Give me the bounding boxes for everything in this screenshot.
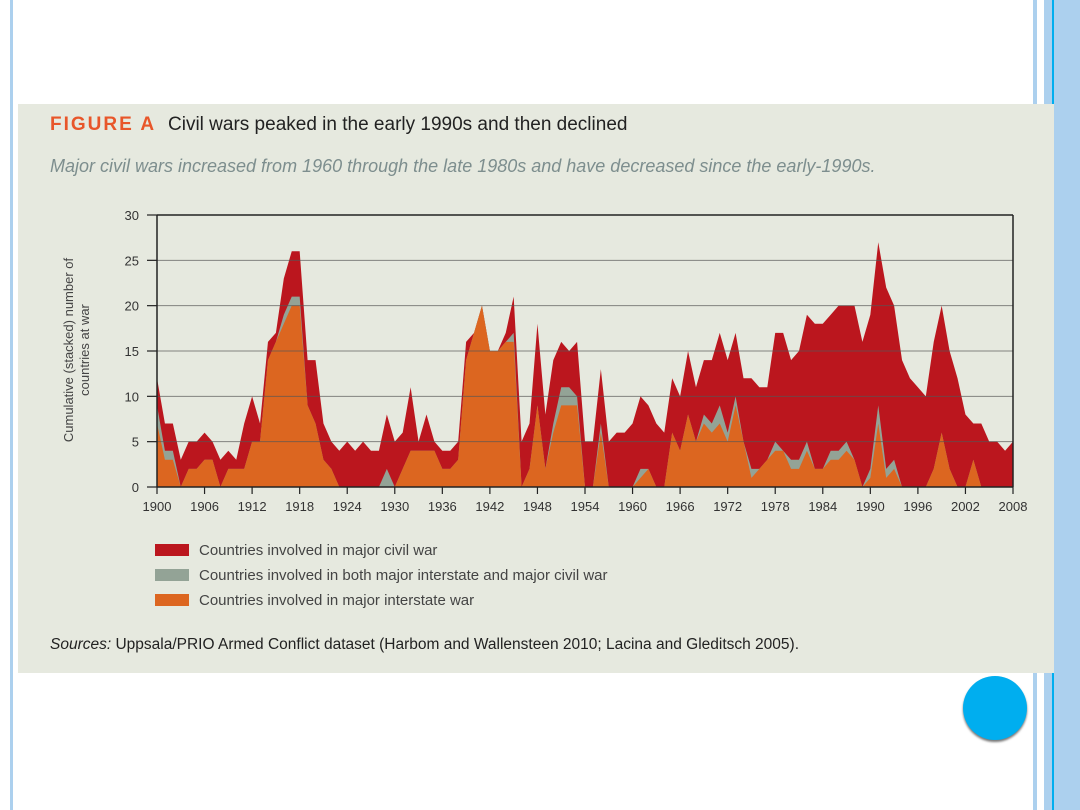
- x-tick-label-1924: 1924: [333, 499, 362, 514]
- legend-swatch-civil: [155, 544, 189, 556]
- x-tick-label-1912: 1912: [238, 499, 267, 514]
- area-series-2: [157, 242, 1013, 487]
- x-tick-label-1936: 1936: [428, 499, 457, 514]
- x-tick-label-1942: 1942: [475, 499, 504, 514]
- x-tick-label-1930: 1930: [380, 499, 409, 514]
- sources-note: Sources: Uppsala/PRIO Armed Conflict dat…: [50, 636, 799, 654]
- x-tick-label-1900: 1900: [143, 499, 172, 514]
- x-tick-label-1996: 1996: [903, 499, 932, 514]
- x-tick-label-1972: 1972: [713, 499, 742, 514]
- figure-subtitle: Major civil wars increased from 1960 thr…: [50, 156, 876, 176]
- y-tick-label-5: 5: [132, 435, 139, 450]
- y-tick-label-15: 15: [125, 344, 139, 359]
- x-tick-label-1948: 1948: [523, 499, 552, 514]
- legend-swatch-interstate: [155, 594, 189, 606]
- legend-item-interstate: Countries involved in major interstate w…: [155, 591, 474, 609]
- x-tick-label-1990: 1990: [856, 499, 885, 514]
- stacked-area-chart: 0 5 10 15 20 25 30 1900 1906 1912 1918 1924 1930 1936…: [61, 208, 1028, 514]
- legend-label-both: Countries involved in both major interst…: [199, 566, 608, 584]
- x-tick-label-2008: 2008: [999, 499, 1028, 514]
- y-tick-label-25: 25: [125, 253, 139, 268]
- sources-label: Sources:: [50, 636, 112, 653]
- legend-swatch-both: [155, 569, 189, 581]
- x-tick-label-1954: 1954: [571, 499, 600, 514]
- left-accent-line: [10, 0, 13, 810]
- legend-item-both: Countries involved in both major interst…: [155, 566, 608, 584]
- x-tick-label-1918: 1918: [285, 499, 314, 514]
- right-accent-panel: [1054, 0, 1080, 810]
- legend-item-civil: Countries involved in major civil war: [155, 541, 437, 559]
- y-tick-label-0: 0: [132, 480, 139, 495]
- y-axis-label: Cumulative (stacked) number ofcountries …: [61, 257, 92, 442]
- legend-label-civil: Countries involved in major civil war: [199, 541, 438, 559]
- x-tick-label-1906: 1906: [190, 499, 219, 514]
- slide-circle-button[interactable]: [963, 676, 1027, 740]
- x-tick-label-1984: 1984: [808, 499, 837, 514]
- y-tick-label-20: 20: [125, 299, 139, 314]
- y-tick-label-10: 10: [125, 389, 139, 404]
- x-tick-label-1966: 1966: [666, 499, 695, 514]
- figure-title: Civil wars peaked in the early 1990s and…: [168, 114, 628, 135]
- figure-label: FIGURE A: [50, 114, 157, 135]
- x-tick-label-1978: 1978: [761, 499, 790, 514]
- area-series-0: [157, 305, 1013, 487]
- legend-label-interstate: Countries involved in major interstate w…: [199, 591, 475, 609]
- x-tick-label-1960: 1960: [618, 499, 647, 514]
- y-tick-label-30: 30: [125, 208, 139, 223]
- sources-text: Uppsala/PRIO Armed Conflict dataset (Har…: [111, 636, 799, 653]
- x-tick-label-2002: 2002: [951, 499, 980, 514]
